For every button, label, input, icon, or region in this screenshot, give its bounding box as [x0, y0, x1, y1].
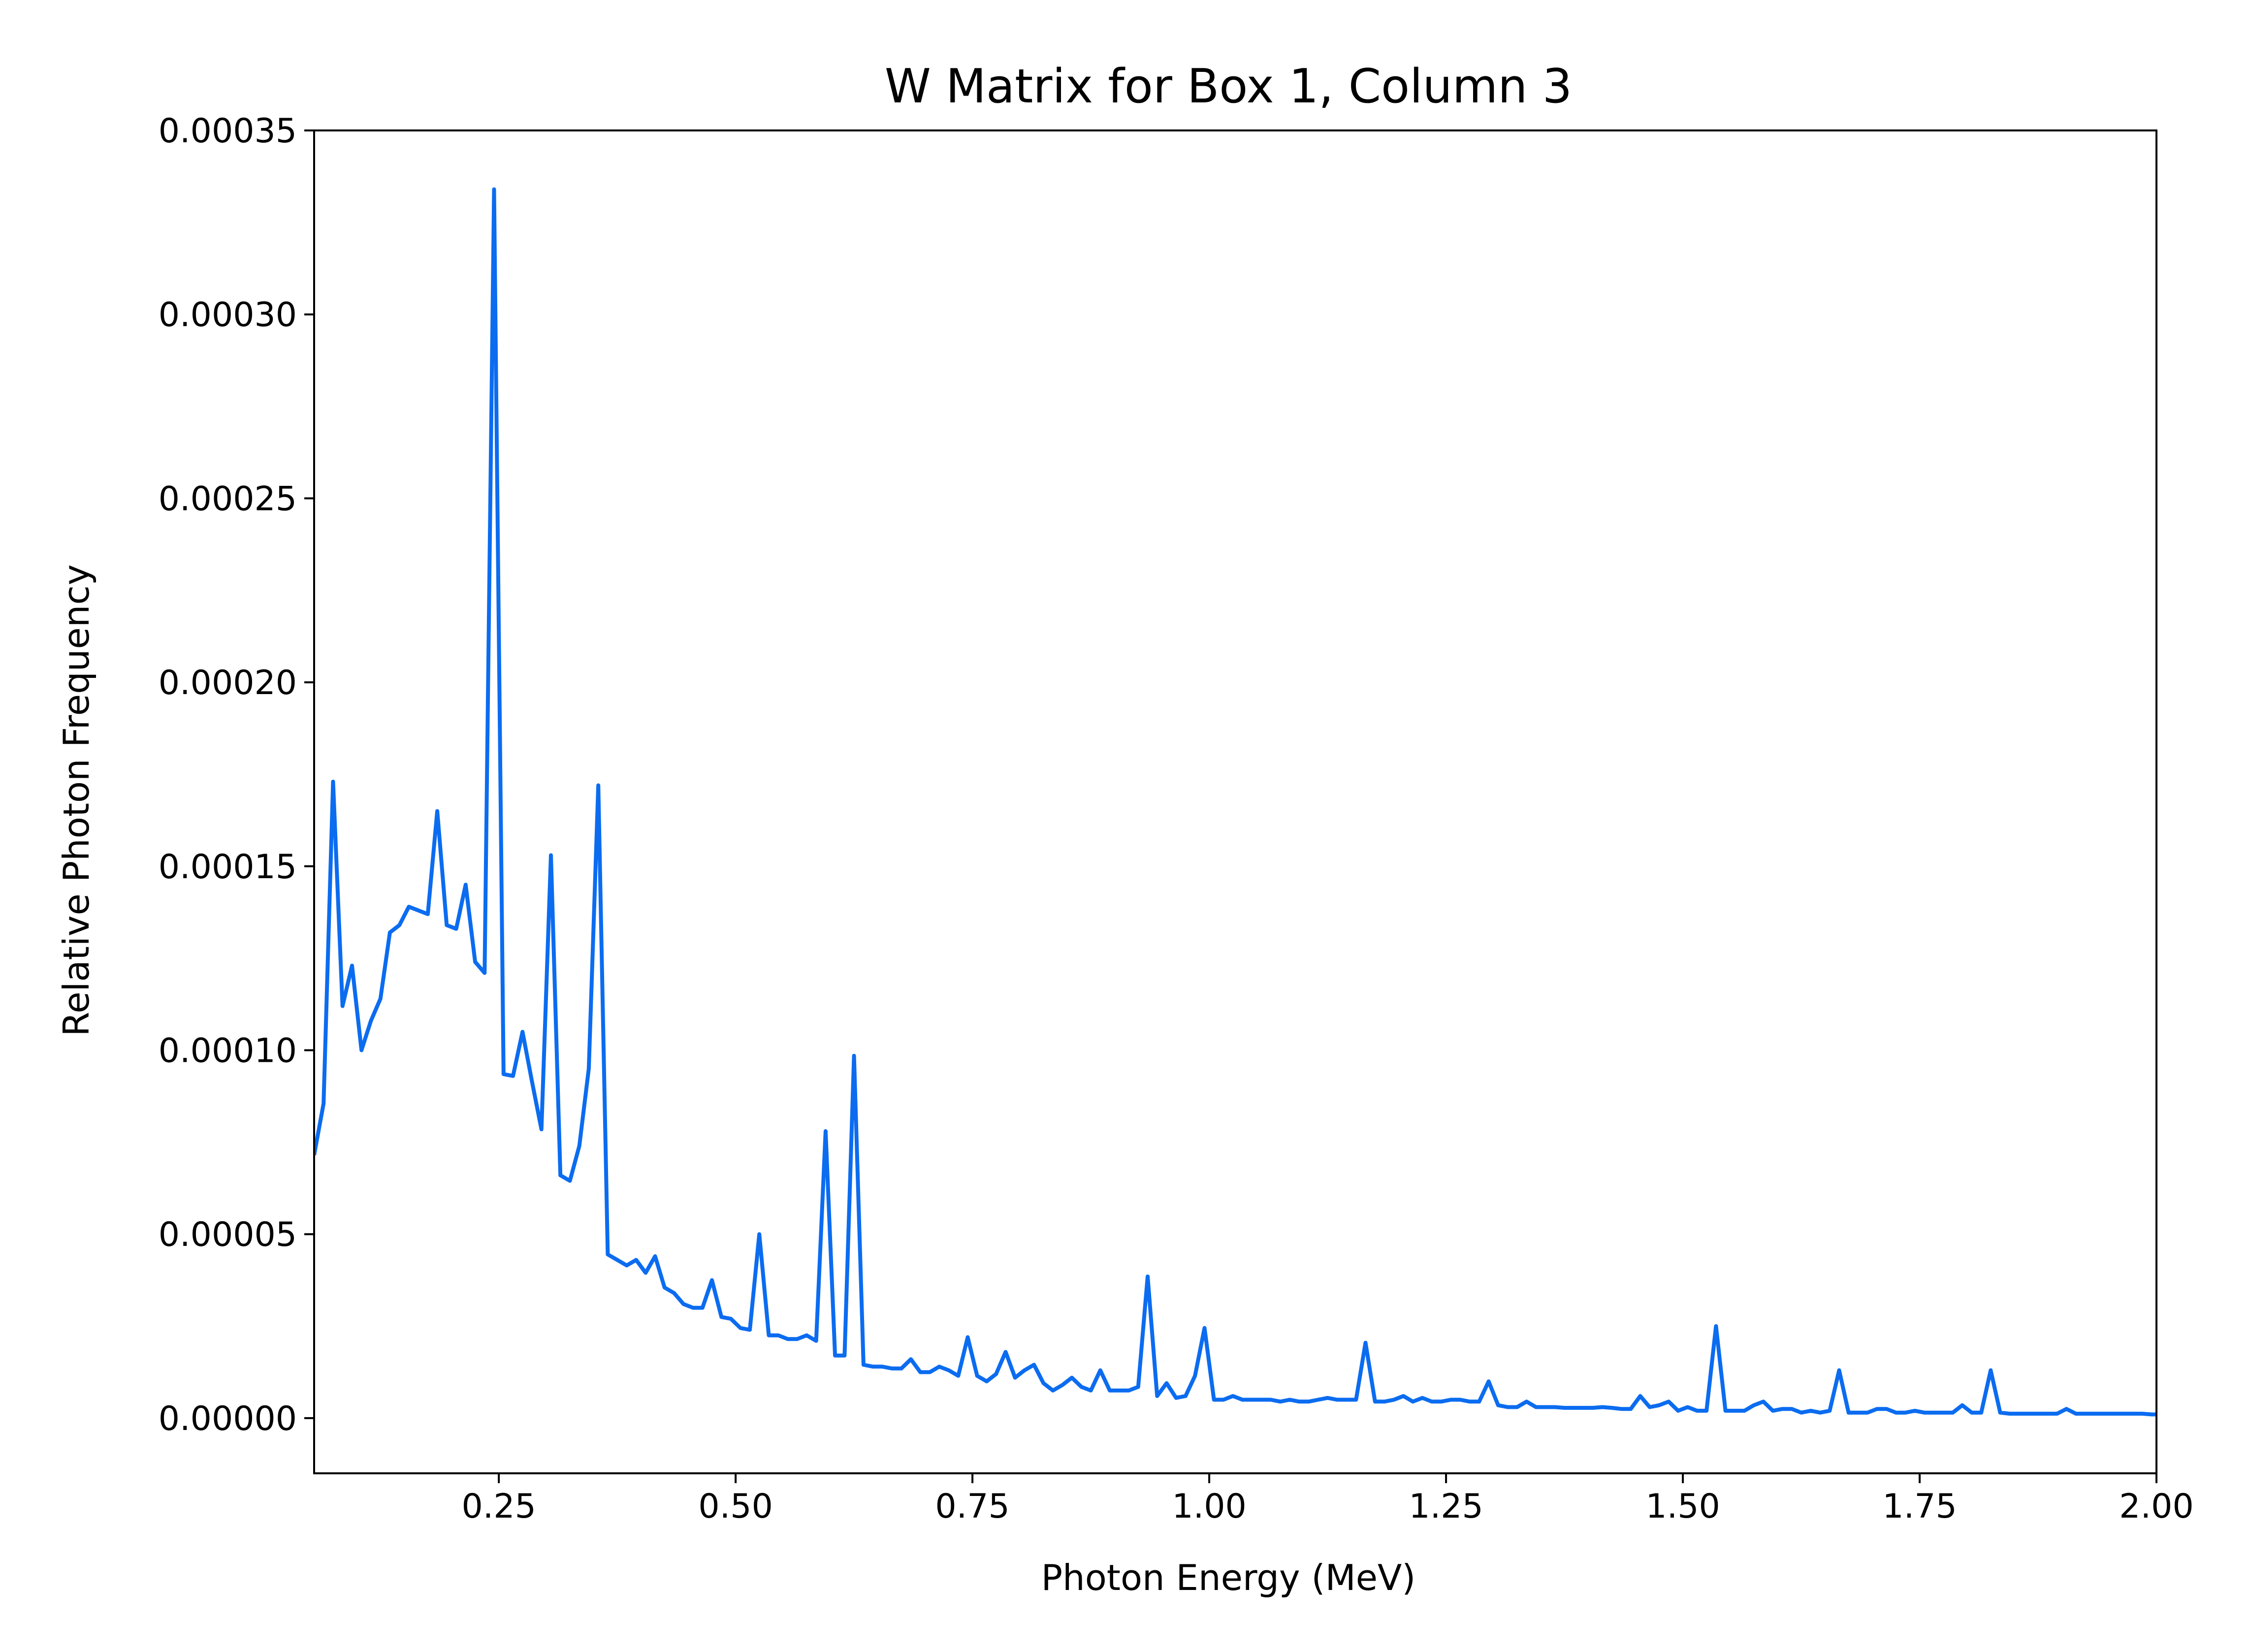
x-tick-label: 0.50: [698, 1487, 772, 1526]
y-tick-label: 0.00025: [159, 479, 297, 518]
x-tick-label: 1.00: [1172, 1487, 1246, 1526]
series-line-0: [314, 187, 2156, 1417]
y-tick-label: 0.00010: [159, 1031, 297, 1070]
x-tick-label: 0.75: [935, 1487, 1009, 1526]
y-axis-label: Relative Photon Frequency: [56, 564, 97, 1036]
y-tick-label: 0.00015: [159, 848, 297, 887]
x-tick-label: 1.25: [1409, 1487, 1483, 1526]
y-tick-label: 0.00000: [159, 1399, 297, 1438]
x-tick-label: 1.75: [1882, 1487, 1957, 1526]
y-tick-label: 0.00020: [159, 664, 297, 702]
y-tick-label: 0.00005: [159, 1215, 297, 1254]
x-tick-label: 1.50: [1645, 1487, 1720, 1526]
y-tick-label: 0.00035: [159, 112, 297, 151]
plot-frame: [313, 129, 2157, 1474]
y-tick-label: 0.00030: [159, 296, 297, 335]
x-tick-label: 2.00: [2119, 1487, 2193, 1526]
plot-area: 0.25 0.50 0.75 1.00 1.25 1.50 1.75 2.00 0.00000 0…: [159, 112, 2194, 1526]
x-tick-label: 0.25: [461, 1487, 536, 1526]
x-axis-label: Photon Energy (MeV): [1041, 1557, 1416, 1598]
chart-title: W Matrix for Box 1, Column 3: [885, 60, 1572, 114]
